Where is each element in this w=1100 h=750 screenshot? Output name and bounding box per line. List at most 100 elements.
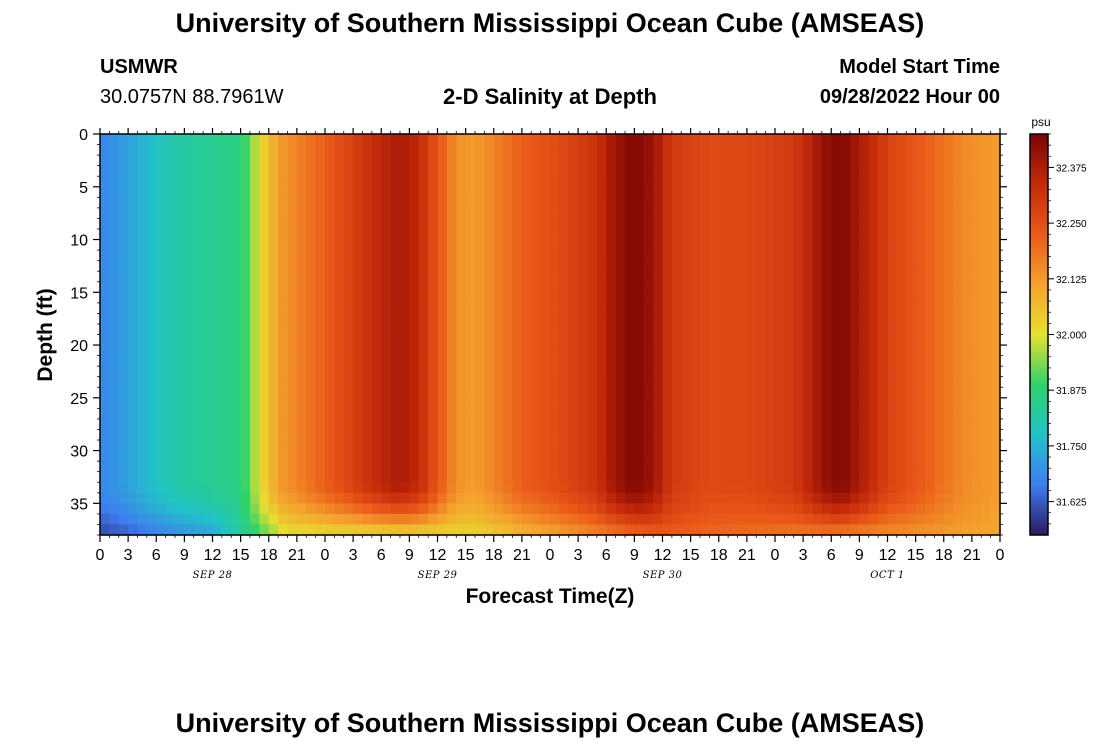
heatmap-cell	[775, 524, 785, 536]
heatmap-cell	[259, 471, 270, 483]
heatmap-cell	[784, 292, 795, 304]
heatmap-cell	[287, 429, 298, 441]
heatmap-cell	[606, 492, 617, 504]
heatmap-cell	[934, 513, 945, 526]
heatmap-cell	[475, 482, 485, 494]
heatmap-cell	[465, 134, 476, 146]
heatmap-cell	[550, 176, 560, 188]
heatmap-cell	[550, 345, 560, 357]
heatmap-cell	[175, 397, 185, 409]
heatmap-cell	[193, 397, 204, 409]
heatmap-cell	[578, 440, 589, 452]
heatmap-cell	[409, 302, 420, 314]
heatmap-cell	[287, 250, 298, 262]
y-tick-label: 0	[79, 127, 88, 144]
heatmap-cell	[484, 418, 495, 431]
heatmap-cell	[456, 250, 467, 262]
heatmap-cell	[203, 239, 214, 251]
heatmap-cell	[550, 323, 560, 336]
heatmap-cell	[371, 292, 382, 304]
heatmap-cell	[971, 387, 982, 399]
heatmap-cell	[643, 376, 654, 388]
heatmap-cell	[484, 186, 495, 198]
heatmap-cell	[184, 471, 195, 483]
heatmap-cell	[550, 418, 560, 431]
heatmap-cell	[100, 334, 110, 346]
heatmap-cell	[268, 239, 279, 251]
heatmap-cell	[128, 440, 139, 452]
heatmap-cell	[109, 513, 120, 526]
heatmap-cell	[596, 429, 607, 441]
heatmap-cell	[484, 482, 495, 494]
heatmap-cell	[231, 440, 242, 452]
heatmap-cell	[268, 429, 279, 441]
heatmap-cell	[775, 292, 785, 304]
heatmap-cell	[896, 155, 907, 167]
heatmap-cell	[803, 524, 814, 536]
heatmap-cell	[681, 355, 692, 367]
heatmap-cell	[306, 482, 317, 494]
heatmap-cell	[165, 281, 176, 293]
heatmap-cell	[400, 408, 410, 420]
heatmap-cell	[193, 440, 204, 452]
heatmap-cell	[278, 218, 289, 230]
heatmap-cell	[296, 429, 307, 441]
heatmap-cell	[859, 418, 870, 431]
heatmap-cell	[784, 271, 795, 283]
heatmap-cell	[812, 323, 823, 336]
heatmap-cell	[709, 376, 720, 388]
heatmap-cell	[165, 313, 176, 325]
heatmap-cell	[540, 450, 551, 462]
heatmap-cell	[662, 218, 673, 230]
heatmap-cell	[981, 218, 992, 230]
heatmap-cell	[540, 513, 551, 526]
heatmap-cell	[643, 492, 654, 504]
heatmap-cell	[306, 355, 317, 367]
heatmap-cell	[128, 313, 139, 325]
heatmap-cell	[259, 239, 270, 251]
heatmap-cell	[634, 387, 645, 399]
heatmap-cell	[859, 429, 870, 441]
heatmap-cell	[221, 366, 232, 378]
heatmap-cell	[221, 186, 232, 198]
heatmap-cell	[250, 186, 260, 198]
heatmap-cell	[559, 165, 570, 177]
heatmap-cell	[821, 271, 832, 283]
heatmap-cell	[493, 513, 504, 526]
heatmap-cell	[681, 492, 692, 504]
heatmap-cell	[728, 323, 739, 336]
heatmap-cell	[615, 482, 626, 494]
heatmap-cell	[812, 334, 823, 346]
heatmap-cell	[662, 323, 673, 336]
heatmap-cell	[784, 165, 795, 177]
heatmap-cell	[165, 144, 176, 156]
heatmap-cell	[475, 134, 485, 146]
heatmap-cell	[118, 418, 129, 431]
heatmap-cell	[512, 440, 523, 452]
heatmap-cell	[943, 313, 954, 325]
heatmap-cell	[831, 197, 842, 209]
heatmap-cell	[531, 176, 542, 188]
heatmap-cell	[184, 165, 195, 177]
x-tick-label: 18	[935, 547, 953, 564]
heatmap-cell	[784, 228, 795, 241]
heatmap-cell	[718, 271, 729, 283]
heatmap-cell	[540, 176, 551, 188]
heatmap-cell	[587, 429, 598, 441]
heatmap-cell	[296, 376, 307, 388]
heatmap-cell	[156, 165, 167, 177]
heatmap-cell	[493, 450, 504, 462]
heatmap-cell	[878, 482, 889, 494]
heatmap-cell	[184, 302, 195, 314]
heatmap-cell	[315, 207, 326, 220]
heatmap-cell	[531, 482, 542, 494]
heatmap-cell	[934, 450, 945, 462]
heatmap-cell	[409, 513, 420, 526]
heatmap-cell	[493, 345, 504, 357]
heatmap-cell	[418, 397, 429, 409]
heatmap-cell	[409, 418, 420, 431]
heatmap-cell	[606, 313, 617, 325]
heatmap-cell	[878, 355, 889, 367]
heatmap-cell	[662, 271, 673, 283]
heatmap-cell	[540, 323, 551, 336]
